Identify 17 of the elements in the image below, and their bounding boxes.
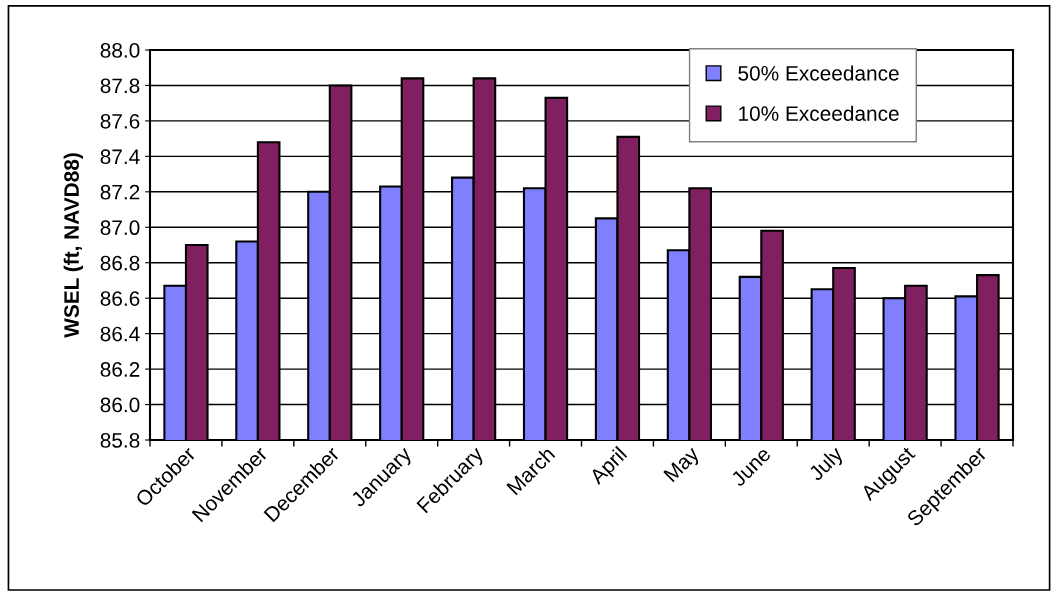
y-tick-label: 86.8: [100, 255, 140, 271]
y-tick-label: 86.4: [100, 326, 140, 342]
legend-label: 50% Exceedance: [738, 65, 899, 81]
y-tick-label: 87.8: [100, 78, 140, 94]
y-tick-label: 87.0: [100, 220, 140, 236]
y-tick-label: 86.0: [100, 397, 140, 413]
x-tick-label: July: [807, 444, 847, 485]
x-tick-label: May: [663, 445, 704, 486]
y-tick-label: 85.8: [100, 433, 140, 448]
y-tick-label: 88.0: [100, 43, 140, 58]
y-tick-label: 87.2: [100, 184, 140, 200]
y-tick-label: 86.6: [100, 291, 140, 306]
legend-label: 10% Exceedance: [739, 105, 899, 121]
y-tick-label: 87.6: [100, 113, 140, 129]
y-tick-label: 87.4: [100, 149, 140, 165]
y-axis-title: WSEL (ft, NAVD88): [63, 153, 84, 338]
y-tick-label: 86.2: [100, 362, 140, 377]
